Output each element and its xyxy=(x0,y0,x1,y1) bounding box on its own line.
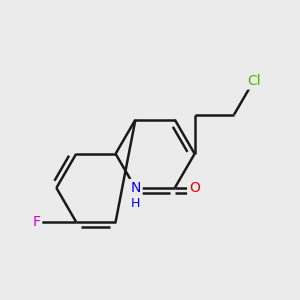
Text: O: O xyxy=(189,181,200,195)
Text: F: F xyxy=(32,215,40,229)
Text: Cl: Cl xyxy=(247,74,261,88)
Text: N: N xyxy=(130,181,141,195)
Text: H: H xyxy=(131,197,140,211)
